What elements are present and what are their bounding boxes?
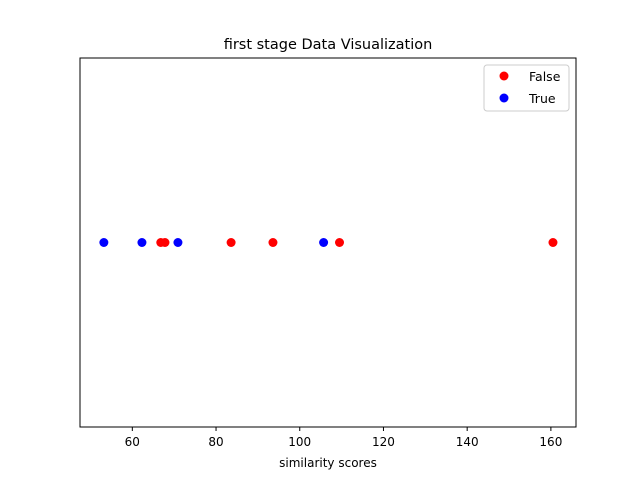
- legend-label-true: True: [528, 91, 556, 106]
- x-tick-label: 60: [125, 435, 140, 449]
- x-tick-label: 120: [372, 435, 395, 449]
- legend-marker-false: [499, 71, 509, 81]
- point-true-1: [137, 238, 147, 247]
- legend-label-false: False: [529, 69, 561, 84]
- point-false-4: [335, 238, 345, 247]
- point-false-3: [268, 238, 278, 247]
- point-false-2: [226, 238, 236, 247]
- x-tick-label: 80: [208, 435, 223, 449]
- x-tick-label: 100: [288, 435, 311, 449]
- plot-frame: [79, 57, 577, 428]
- x-axis-label: similarity scores: [279, 456, 377, 470]
- x-axis-ticks: 60 80 100 120 140 160: [125, 427, 562, 449]
- chart-title: first stage Data Visualization: [224, 37, 433, 53]
- x-tick-label: 140: [456, 435, 479, 449]
- legend: False True: [483, 64, 570, 112]
- point-true-3: [319, 238, 329, 247]
- point-false-1: [160, 238, 170, 247]
- legend-marker-true: [499, 93, 509, 103]
- point-true-2: [173, 238, 183, 247]
- data-points: [99, 238, 558, 247]
- point-false-5: [548, 238, 558, 247]
- point-true-0: [99, 238, 109, 247]
- x-tick-label: 160: [539, 435, 562, 449]
